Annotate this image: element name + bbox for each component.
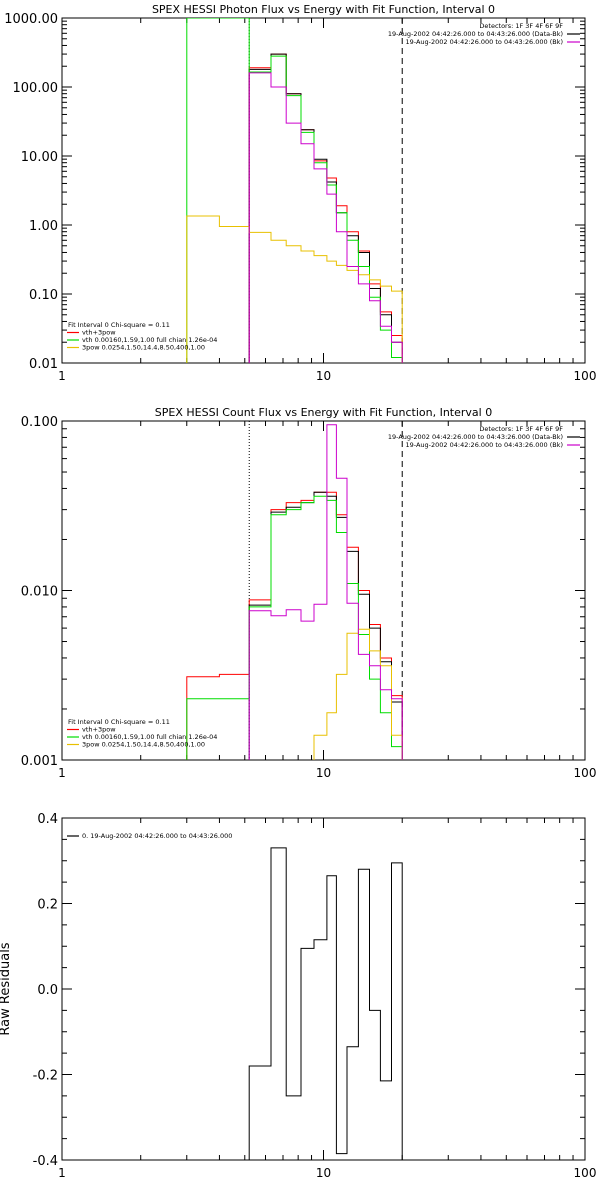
legend-right-text: Detectors: 1F 3F 4F 6F 9F [479, 22, 563, 30]
x-tick-label: 10 [316, 369, 331, 383]
series-bk [248, 424, 403, 760]
legend-right-text: 19-Aug-2002 04:42:26.000 to 04:43:26.000… [406, 441, 563, 449]
legend-right-text: Detectors: 1F 3F 4F 6F 9F [479, 425, 563, 433]
plot-frame [61, 420, 586, 761]
legend-left-text: 0. 19-Aug-2002 04:42:26.000 to 04:43:26.… [82, 832, 232, 840]
legend-left-text: Fit Interval 0 Chi-square = 0.11 [68, 321, 170, 329]
legend-right-text: 19-Aug-2002 04:42:26.000 to 04:43:26.000… [388, 433, 563, 441]
y-tick-label: 0.01 [29, 357, 58, 372]
y-tick-label: 1.00 [29, 219, 58, 234]
legend-left-text: vth 0.00160,1.59,1.00 full chian 1.26e-0… [82, 733, 217, 741]
y-tick-label: 1000.00 [4, 12, 58, 27]
legend-left-text: 3pow 0.0254,1.50,14.4,8.50,400,1.00 [82, 741, 205, 749]
legend-left-text: vth+3pow [82, 329, 116, 337]
y-tick-label: -0.4 [33, 1154, 58, 1169]
y-tick-label: 0.0 [37, 983, 58, 998]
legend-right-text: 19-Aug-2002 04:42:26.000 to 04:43:26.000… [406, 38, 563, 46]
y-axis-label: Raw Residuals [0, 942, 13, 1035]
series-vth [186, 18, 403, 363]
series-bk [248, 72, 403, 363]
data-series-group [186, 424, 403, 760]
y-tick-label: 0.010 [21, 585, 58, 600]
series-data-bk [248, 491, 403, 760]
x-tick-label: 100 [574, 369, 597, 383]
x-tick-label: 10 [316, 1166, 331, 1180]
plot-frame [61, 17, 586, 364]
chart-title: SPEX HESSI Count Flux vs Energy with Fit… [155, 406, 492, 419]
x-tick-label: 1 [58, 766, 66, 780]
chart-title: SPEX HESSI Photon Flux vs Energy with Fi… [152, 3, 495, 16]
y-tick-label: 100.00 [13, 81, 59, 96]
x-tick-label: 10 [316, 766, 331, 780]
x-tick-label: 1 [58, 369, 66, 383]
legend-right-text: 19-Aug-2002 04:42:26.000 to 04:43:26.000… [388, 30, 563, 38]
plot-panel-3: 1 10 100 -0.4 -0.2 0.0 0.2 0.4 Raw Residuals 0. 1… [0, 812, 596, 1180]
plot-frame [61, 817, 586, 1161]
series-data-bk [248, 53, 403, 363]
y-tick-label: 0.100 [21, 415, 58, 430]
plot-panel-1: SPEX HESSI Photon Flux vs Energy with Fi… [4, 3, 596, 383]
series-0-19-aug-2002-04-42-26-000-to-04-43-26-000 [248, 847, 403, 1160]
y-tick-label: -0.2 [33, 1069, 58, 1084]
y-tick-label: 10.00 [21, 150, 58, 165]
y-tick-label: 0.2 [37, 898, 58, 913]
series-vth-3pow [248, 53, 403, 363]
plot-panel-2: SPEX HESSI Count Flux vs Energy with Fit… [21, 406, 597, 780]
data-series-group [186, 18, 403, 363]
x-tick-label: 100 [574, 1166, 597, 1180]
y-tick-label: 0.4 [37, 812, 58, 827]
legend-left-text: vth+3pow [82, 726, 116, 734]
y-tick-label: 0.10 [29, 288, 58, 303]
legend-left-text: Fit Interval 0 Chi-square = 0.11 [68, 718, 170, 726]
data-series-group [248, 847, 403, 1160]
legend-left-text: vth 0.00160,1.59,1.00 full chian 1.26e-0… [82, 336, 217, 344]
x-tick-label: 1 [58, 1166, 66, 1180]
legend-left-text: 3pow 0.0254,1.50,14.4,8.50,400,1.00 [82, 344, 205, 352]
x-tick-label: 100 [574, 766, 597, 780]
y-tick-label: 0.001 [21, 754, 58, 769]
